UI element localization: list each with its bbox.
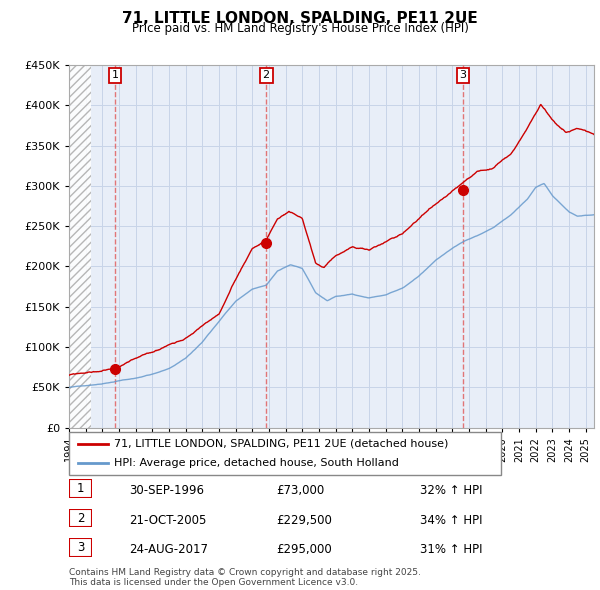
Text: 31% ↑ HPI: 31% ↑ HPI [420, 543, 482, 556]
Text: 24-AUG-2017: 24-AUG-2017 [129, 543, 208, 556]
Text: 2: 2 [263, 70, 270, 80]
Text: 1: 1 [77, 482, 84, 495]
FancyBboxPatch shape [69, 432, 501, 475]
Text: 21-OCT-2005: 21-OCT-2005 [129, 514, 206, 527]
Text: £295,000: £295,000 [276, 543, 332, 556]
Text: 71, LITTLE LONDON, SPALDING, PE11 2UE (detached house): 71, LITTLE LONDON, SPALDING, PE11 2UE (d… [115, 439, 449, 449]
Text: 2: 2 [77, 512, 84, 525]
Text: Contains HM Land Registry data © Crown copyright and database right 2025.
This d: Contains HM Land Registry data © Crown c… [69, 568, 421, 587]
Text: 32% ↑ HPI: 32% ↑ HPI [420, 484, 482, 497]
Text: 34% ↑ HPI: 34% ↑ HPI [420, 514, 482, 527]
Text: 3: 3 [77, 541, 84, 554]
FancyBboxPatch shape [69, 538, 92, 557]
Text: Price paid vs. HM Land Registry's House Price Index (HPI): Price paid vs. HM Land Registry's House … [131, 22, 469, 35]
FancyBboxPatch shape [69, 509, 92, 527]
Text: £229,500: £229,500 [276, 514, 332, 527]
Text: HPI: Average price, detached house, South Holland: HPI: Average price, detached house, Sout… [115, 458, 399, 468]
FancyBboxPatch shape [69, 479, 92, 498]
Text: 30-SEP-1996: 30-SEP-1996 [129, 484, 204, 497]
Text: £73,000: £73,000 [276, 484, 324, 497]
Bar [69, 65, 91, 428]
Text: 1: 1 [112, 70, 118, 80]
Text: 3: 3 [460, 70, 467, 80]
Text: 71, LITTLE LONDON, SPALDING, PE11 2UE: 71, LITTLE LONDON, SPALDING, PE11 2UE [122, 11, 478, 25]
